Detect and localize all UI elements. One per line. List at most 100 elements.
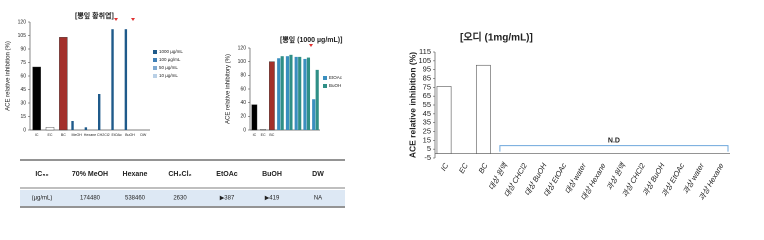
y-tick-label: 65: [423, 91, 431, 100]
table-header: DW: [312, 171, 324, 178]
bar: [285, 56, 290, 131]
table-header: BuOH: [262, 171, 282, 178]
y-tick-label: -5: [424, 153, 431, 162]
bar: [303, 58, 307, 130]
legend-label: BuOH: [329, 83, 341, 88]
y-tick-label: 115: [419, 47, 431, 56]
x-tick-label: DW: [140, 133, 147, 137]
y-tick-label: 80: [240, 73, 246, 79]
x-tick-label: IC: [439, 161, 451, 173]
marker: [114, 18, 118, 21]
y-tick-label: 45: [20, 87, 26, 93]
table-header: EtOAc: [216, 171, 238, 178]
y-tick-label: 75: [423, 82, 431, 91]
marker: [131, 18, 135, 21]
table-cell: 174480: [80, 196, 101, 202]
annotation-bracket: [499, 145, 729, 152]
y-tick-label: 55: [423, 100, 431, 109]
bar: [298, 56, 302, 131]
bar: [289, 54, 293, 131]
bar: [59, 37, 68, 131]
y-tick-label: 45: [423, 109, 431, 118]
y-tick-label: 20: [240, 114, 246, 120]
y-tick-label: 105: [18, 33, 27, 39]
x-tick-label: IC: [253, 133, 257, 137]
x-tick-label: BuOH: [125, 133, 135, 137]
bar: [294, 56, 298, 131]
y-tick-label: 0: [23, 127, 26, 133]
y-tick-label: 75: [20, 60, 26, 66]
table-cell: ▶387: [220, 196, 235, 202]
bar: [45, 127, 55, 131]
bar: [280, 56, 284, 131]
y-tick-label: 85: [423, 73, 431, 82]
table-header: CH₂Cl₂: [168, 171, 191, 178]
bar: [84, 127, 88, 130]
legend-label: 100 µg/mL: [159, 57, 181, 62]
y-tick-label: 95: [423, 65, 431, 74]
legend-swatch: [153, 58, 157, 62]
y-tick-label: 120: [238, 45, 247, 51]
bar: [124, 29, 128, 131]
x-tick-label: EC: [48, 133, 53, 137]
x-tick-label: EtOAc: [111, 133, 122, 137]
legend-swatch: [153, 74, 157, 78]
chart-title: [오디 (1mg/mL)]: [460, 31, 533, 44]
table-cell: ▶419: [265, 196, 280, 202]
table-cell: NA: [314, 196, 322, 202]
y-tick-label: 40: [240, 100, 246, 106]
x-tick-label: CH2Cl2: [97, 133, 110, 137]
figure: [뽕잎 황취엽] ACE relative inhibition (%) 0 15 30…: [6, 11, 730, 208]
bar: [251, 104, 258, 131]
y-tick-label: 15: [423, 135, 431, 144]
x-tick-label: MeOH: [71, 133, 82, 137]
y-axis-label: ACE relative inhibition (%): [407, 52, 417, 158]
table-header: 70% MeOH: [72, 171, 108, 178]
x-tick-label: IC: [35, 133, 39, 137]
bar: [475, 64, 491, 154]
table-cell: 538460: [125, 196, 146, 202]
marker: [309, 44, 313, 47]
legend-label: EtOAc: [329, 75, 343, 80]
y-tick-label: 105: [418, 56, 431, 65]
bar: [32, 66, 41, 131]
bar: [306, 57, 311, 130]
bar: [312, 99, 316, 130]
table-row-bg: [20, 190, 345, 206]
bar: [277, 58, 281, 130]
y-tick-label: 15: [20, 114, 26, 120]
table-header: IC₅₀: [35, 171, 48, 178]
y-tick-label: 30: [20, 100, 26, 106]
y-tick-label: 35: [423, 118, 431, 127]
bar: [71, 121, 74, 130]
y-axis-label: ACE relative inhibitory (%): [226, 54, 232, 124]
legend-label: 1000 µg/mL: [159, 49, 183, 54]
y-tick-label: 25: [423, 126, 431, 135]
bar: [98, 94, 101, 130]
legend-swatch: [153, 50, 157, 54]
x-tick-label: EC: [261, 133, 266, 137]
bar: [436, 86, 452, 154]
legend-swatch: [323, 76, 327, 80]
y-tick-label: 0: [243, 127, 246, 133]
x-tick-label: BC: [269, 133, 274, 137]
x-tick-label: EC: [457, 161, 470, 175]
bar: [315, 69, 319, 130]
y-tick-label: 90: [20, 46, 26, 52]
table-cell: (µg/mL): [32, 196, 53, 202]
y-tick-label: 120: [18, 19, 27, 25]
x-tick-label: Hexane: [84, 133, 96, 137]
legend-swatch: [153, 66, 157, 70]
bar: [111, 29, 114, 131]
y-tick-label: 60: [20, 73, 26, 79]
y-tick-label: 60: [240, 86, 246, 92]
y-axis-label: ACE relative inhibition (%): [6, 41, 12, 111]
legend-label: 50 µg/mL: [159, 65, 178, 70]
x-tick-label: BC: [477, 161, 490, 175]
y-tick-label: 100: [238, 59, 247, 65]
chart-title: [뽕잎 (1000 µg/mL)]: [280, 35, 342, 44]
annotation: N.D: [608, 137, 620, 144]
y-tick-label: 5: [427, 144, 431, 153]
bar: [260, 129, 266, 131]
table-header: Hexane: [123, 171, 148, 178]
